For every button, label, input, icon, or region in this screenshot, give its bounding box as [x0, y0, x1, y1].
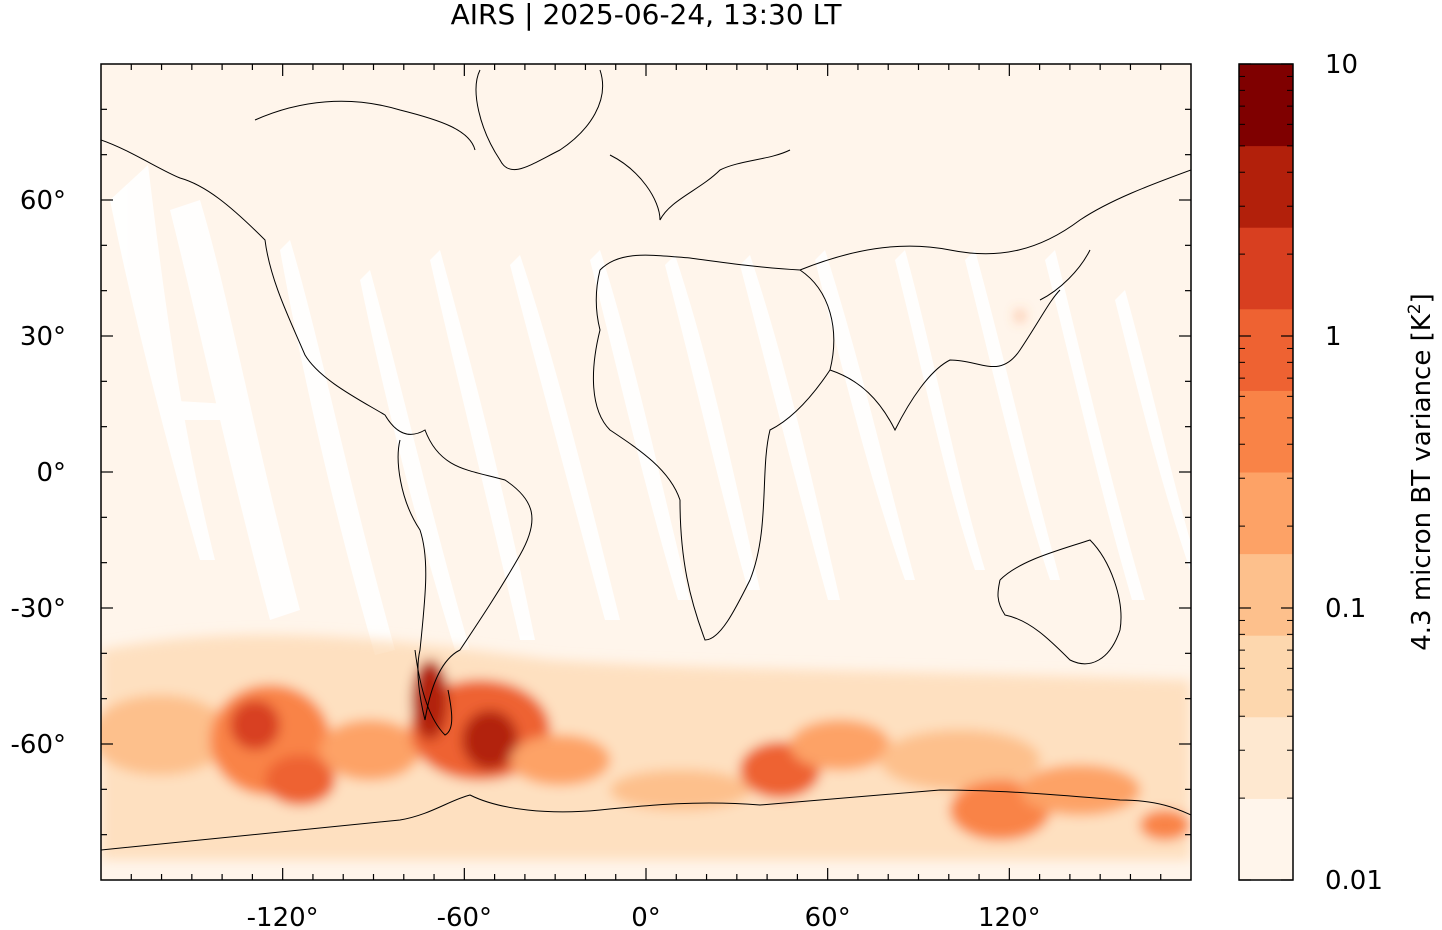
colorbar-segment	[1239, 145, 1293, 228]
colorbar-segment	[1239, 472, 1293, 555]
colorbar-segment	[1239, 390, 1293, 473]
colorbar-label: 4.3 micron BT variance [K2]	[1405, 293, 1437, 651]
y-tick-label: -30°	[11, 594, 66, 624]
colorbar-segment	[1239, 798, 1293, 881]
x-axis: -120° -60° 0° 60° 120°	[130, 64, 1162, 930]
swath-gaps	[110, 165, 1190, 655]
map-title: AIRS | 2025-06-24, 13:30 LT	[451, 0, 843, 31]
y-axis: 60° 30° 0° -30° -60°	[11, 108, 1191, 836]
coastlines	[101, 69, 1191, 851]
colorbar-tick-label: 10	[1325, 50, 1358, 80]
colorbar-segment	[1239, 716, 1293, 799]
x-tick-label: 0°	[631, 903, 661, 930]
y-tick-label: -60°	[11, 730, 66, 760]
colorbar-segment	[1239, 308, 1293, 391]
variance-field	[101, 311, 1191, 860]
colorbar-segment	[1239, 227, 1293, 310]
colorbar-frame	[1238, 63, 1294, 881]
colorbar-tick-label: 0.1	[1325, 594, 1366, 624]
y-tick-label: 30°	[20, 322, 66, 352]
x-tick-label: -120°	[247, 903, 319, 930]
y-tick-label: 60°	[20, 186, 66, 216]
x-tick-label: -60°	[437, 903, 492, 930]
y-tick-label: 0°	[36, 458, 66, 488]
map-panel	[101, 64, 1191, 880]
colorbar-segment	[1239, 635, 1293, 718]
colorbar-segment	[1239, 64, 1293, 147]
x-tick-label: 60°	[805, 903, 851, 930]
colorbar-segment	[1239, 553, 1293, 636]
colorbar: 10 1 0.1 0.01	[1238, 50, 1383, 896]
x-tick-label: 120°	[978, 903, 1041, 930]
colorbar-tick-label: 0.01	[1325, 866, 1383, 896]
colorbar-tick-label: 1	[1325, 322, 1342, 352]
